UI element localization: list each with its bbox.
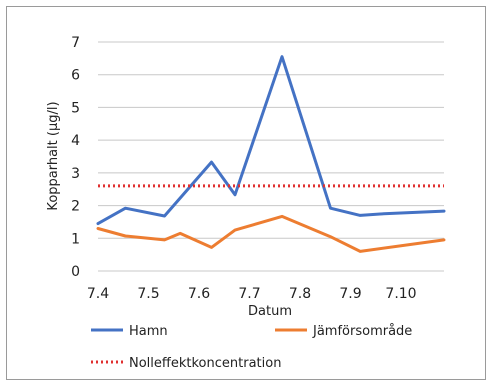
y-tick-label: 7 (71, 35, 80, 51)
legend-label: Jämförsområde (312, 324, 412, 339)
x-tick-label: 7.5 (137, 286, 159, 302)
grid-lines (98, 41, 444, 272)
x-tick-label: 7.6 (188, 286, 210, 302)
y-tick-label: 3 (71, 166, 80, 182)
y-tick-label: 5 (71, 100, 80, 116)
x-tick-label: 7.9 (339, 286, 361, 302)
legend: Hamn Jämförsområde Nolleffektkoncentration (91, 324, 412, 371)
x-axis-title: Datum (248, 304, 292, 319)
y-tick-label: 0 (71, 264, 80, 280)
x-axis-ticks: 7.4 7.5 7.6 7.7 7.8 7.9 7.10 (87, 286, 417, 302)
legend-label: Hamn (129, 324, 168, 339)
y-tick-label: 2 (71, 199, 80, 215)
x-tick-label: 7.10 (385, 286, 416, 302)
series-line-0 (96, 55, 446, 226)
legend-label: Nolleffektkoncentration (129, 356, 281, 371)
series-line-1 (96, 214, 446, 253)
y-tick-label: 1 (71, 231, 80, 247)
series-lines (96, 55, 446, 253)
y-axis-title: Kopparhalt (µg/l) (46, 101, 61, 210)
x-tick-label: 7.8 (289, 286, 311, 302)
y-axis-ticks: 0 1 2 3 4 5 6 7 (71, 35, 80, 280)
x-tick-label: 7.7 (238, 286, 260, 302)
y-tick-label: 6 (71, 68, 80, 84)
x-tick-label: 7.4 (87, 286, 109, 302)
y-tick-label: 4 (71, 133, 80, 149)
chart-frame (6, 6, 486, 380)
